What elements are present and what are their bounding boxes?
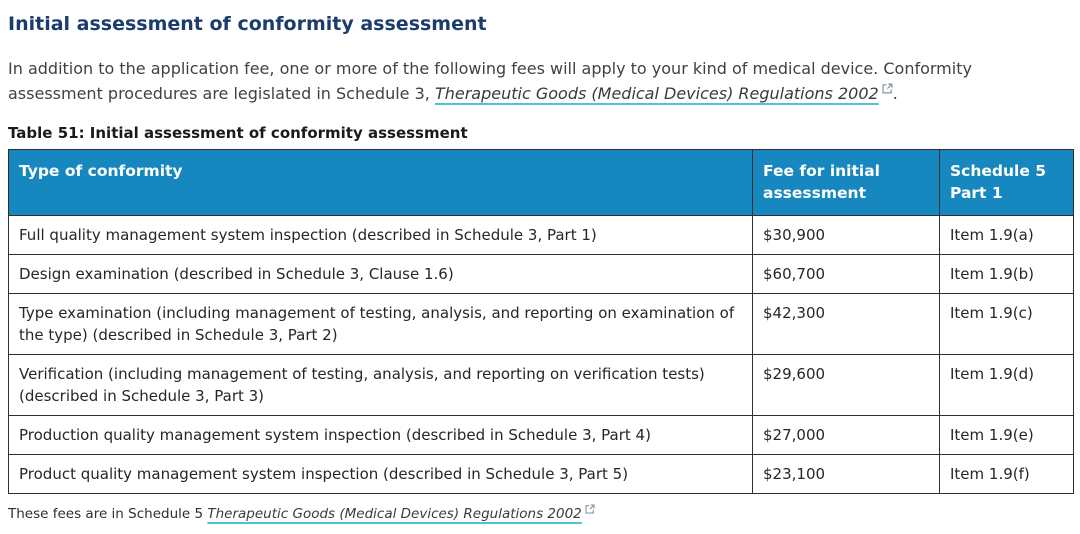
fees-table: Type of conformity Fee for initial asses…: [8, 149, 1074, 494]
intro-text-after: .: [892, 84, 898, 103]
cell-type: Verification (including management of te…: [8, 354, 753, 416]
column-header-type: Type of conformity: [8, 149, 753, 216]
cell-type: Production quality management system ins…: [8, 415, 753, 455]
cell-fee: $27,000: [752, 415, 940, 455]
footnote-text-before: These fees are in Schedule 5: [8, 506, 208, 522]
cell-type: Type examination (including management o…: [8, 293, 753, 355]
footnote-regulations-link-label: Therapeutic Goods (Medical Devices) Regu…: [207, 506, 582, 522]
table-caption: Table 51: Initial assessment of conformi…: [8, 124, 468, 142]
cell-item: Item 1.9(b): [939, 254, 1074, 294]
cell-item: Item 1.9(f): [939, 454, 1074, 494]
cell-type: Design examination (described in Schedul…: [8, 254, 753, 294]
regulations-link-label: Therapeutic Goods (Medical Devices) Regu…: [434, 84, 879, 103]
table-header-row: Type of conformity Fee for initial asses…: [8, 149, 1074, 216]
cell-fee: $60,700: [752, 254, 940, 294]
cell-item: Item 1.9(c): [939, 293, 1074, 355]
column-header-schedule: Schedule 5 Part 1: [939, 149, 1074, 216]
page-title: Initial assessment of conformity assessm…: [8, 13, 487, 35]
table-row: Product quality management system inspec…: [8, 454, 1074, 494]
footnote: These fees are in Schedule 5 Therapeutic…: [8, 504, 1072, 523]
regulations-link[interactable]: Therapeutic Goods (Medical Devices) Regu…: [434, 83, 893, 103]
table-row: Production quality management system ins…: [8, 415, 1074, 455]
table-row: Type examination (including management o…: [8, 293, 1074, 355]
intro-paragraph: In addition to the application fee, one …: [8, 56, 1040, 106]
cell-type: Full quality management system inspectio…: [8, 215, 753, 255]
cell-fee: $30,900: [752, 215, 940, 255]
cell-fee: $29,600: [752, 354, 940, 416]
table-row: Verification (including management of te…: [8, 354, 1074, 416]
table-row: Design examination (described in Schedul…: [8, 254, 1074, 294]
cell-fee: $23,100: [752, 454, 940, 494]
external-link-icon: [882, 83, 893, 94]
table-row: Full quality management system inspectio…: [8, 215, 1074, 255]
footnote-regulations-link[interactable]: Therapeutic Goods (Medical Devices) Regu…: [207, 504, 595, 522]
cell-item: Item 1.9(a): [939, 215, 1074, 255]
content-area: Initial assessment of conformity assessm…: [8, 13, 1074, 523]
column-header-fee: Fee for initial assessment: [752, 149, 940, 216]
intro-text-before: In addition to the application fee, one …: [8, 59, 972, 103]
cell-item: Item 1.9(e): [939, 415, 1074, 455]
cell-item: Item 1.9(d): [939, 354, 1074, 416]
external-link-icon: [585, 504, 595, 514]
cell-fee: $42,300: [752, 293, 940, 355]
cell-type: Product quality management system inspec…: [8, 454, 753, 494]
